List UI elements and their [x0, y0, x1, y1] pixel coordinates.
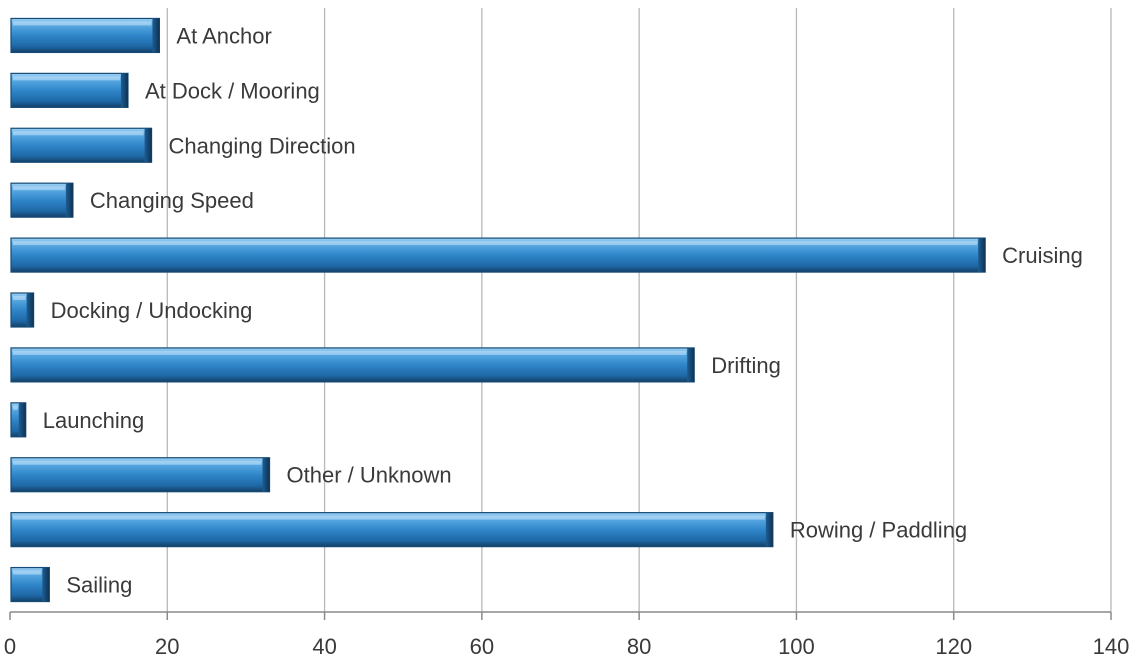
bar-label: At Dock / Mooring: [145, 78, 320, 103]
x-tick-label: 20: [155, 634, 179, 659]
bar-at-anchor: [10, 17, 161, 54]
bar-label: Other / Unknown: [287, 463, 452, 488]
bar-label: Changing Direction: [169, 133, 356, 158]
bar-cruising: [10, 237, 986, 273]
bar-changing-speed: [10, 182, 74, 218]
bar-sailing: [10, 566, 50, 603]
data-labels: At Anchor At Dock / Mooring Changing Direc…: [43, 23, 1083, 597]
bar-other-unknown: [10, 457, 271, 493]
bars: [10, 17, 986, 603]
bar-changing-direction: [10, 127, 153, 163]
x-tick-label: 140: [1093, 634, 1130, 659]
bar-label: At Anchor: [176, 23, 271, 48]
x-tick-label: 60: [470, 634, 494, 659]
x-tick-label: 40: [312, 634, 336, 659]
bar-label: Launching: [43, 408, 145, 433]
x-axis: 0 20 40 60 80 100 120 140: [4, 611, 1130, 659]
bar-launching: [10, 402, 27, 438]
bar-label: Sailing: [66, 573, 132, 598]
x-tick-label: 100: [778, 634, 815, 659]
bar-label: Rowing / Paddling: [790, 518, 967, 543]
bar-at-dock-mooring: [10, 72, 129, 108]
bar-label: Cruising: [1002, 243, 1083, 268]
x-tick-label: 80: [627, 634, 651, 659]
x-tick-label: 120: [935, 634, 972, 659]
bar-label: Drifting: [711, 353, 781, 378]
bar-docking-undocking: [10, 292, 35, 328]
bar-label: Changing Speed: [90, 188, 254, 213]
grid-lines: [166, 8, 1112, 612]
x-tick-label: 0: [4, 634, 16, 659]
bar-label: Docking / Undocking: [51, 298, 253, 323]
bar-drifting: [10, 347, 695, 383]
bar-rowing-paddling: [10, 512, 774, 548]
